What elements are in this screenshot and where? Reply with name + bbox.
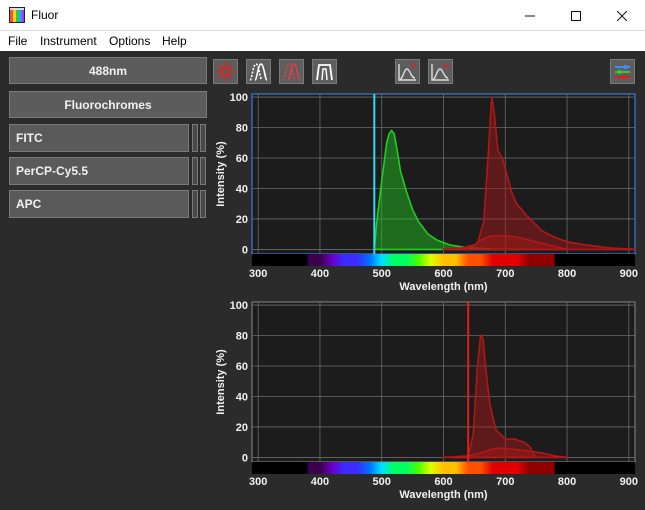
y-axis-label: Intensity (%) (215, 349, 227, 415)
close-button[interactable] (599, 0, 645, 31)
y-tick-label: 0 (242, 452, 248, 464)
x-tick-label: 700 (496, 268, 514, 280)
fitc-emission-toggle[interactable] (200, 124, 206, 152)
svg-text:+: + (410, 61, 416, 72)
remove-spectrum-button[interactable] (428, 59, 453, 84)
y-tick-label: 40 (236, 391, 248, 403)
x-tick-label: 600 (434, 476, 452, 488)
x-tick-label: 700 (496, 476, 514, 488)
menu-help[interactable]: Help (162, 34, 187, 48)
x-tick-label: 800 (558, 476, 576, 488)
fluorochromes-button[interactable]: Fluorochromes (9, 91, 207, 118)
fluorochrome-item-percp-cy55[interactable]: PerCP-Cy5.5 (9, 157, 189, 185)
laser-select-button[interactable]: 488nm (9, 57, 207, 84)
series-percp-area (442, 96, 636, 251)
title-bar: Fluor (0, 0, 645, 31)
filter-icon (316, 64, 333, 81)
series-apc-area (453, 333, 538, 459)
fitc-excitation-toggle[interactable] (192, 124, 198, 152)
y-axis-label: Intensity (%) (215, 141, 227, 207)
excitation-spectra-button[interactable] (246, 59, 271, 84)
fluorochrome-item-apc[interactable]: APC (9, 190, 189, 218)
maximize-button[interactable] (553, 0, 599, 31)
spectrum-chart-488nm[interactable]: 0 20 40 60 80 100 300 400 500 600 700 800 900 Wavelen… (210, 89, 640, 297)
settings-button[interactable] (610, 59, 635, 84)
y-tick-label: 60 (236, 361, 248, 373)
y-tick-label: 40 (236, 183, 248, 195)
y-tick-label: 20 (236, 214, 248, 226)
x-tick-label: 400 (311, 268, 329, 280)
emission-spectra-button[interactable] (279, 59, 304, 84)
y-tick-label: 100 (230, 92, 248, 104)
x-tick-label: 800 (558, 268, 576, 280)
fluorochrome-item-fitc[interactable]: FITC (9, 124, 189, 152)
x-tick-label: 600 (434, 268, 452, 280)
minimize-button[interactable] (507, 0, 553, 31)
x-axis-label: Wavelength (nm) (399, 489, 488, 501)
series-apc-area (442, 234, 570, 251)
y-tick-label: 20 (236, 422, 248, 434)
x-tick-label: 900 (620, 268, 638, 280)
spectrum-chart-640nm[interactable]: 0 20 40 60 80 100 300 400 500 600 700 800 900 Wavelen… (210, 297, 640, 505)
menu-instrument[interactable]: Instrument (40, 34, 97, 48)
maximize-icon (571, 10, 581, 21)
x-tick-label: 500 (373, 268, 391, 280)
y-tick-label: 80 (236, 123, 248, 135)
minimize-icon (525, 15, 535, 16)
y-tick-label: 60 (236, 153, 248, 165)
fluor-app-icon (9, 7, 25, 23)
series-percp-area (442, 447, 570, 459)
filter-button[interactable] (312, 59, 337, 84)
visible-spectrum-strip (307, 462, 555, 474)
visible-spectrum-strip (307, 254, 555, 266)
x-tick-label: 300 (249, 268, 267, 280)
add-spectrum-button[interactable]: + (395, 59, 420, 84)
menu-file[interactable]: File (8, 34, 28, 48)
x-tick-label: 900 (620, 476, 638, 488)
apc-emission-toggle[interactable] (200, 190, 206, 218)
menu-options[interactable]: Options (109, 34, 151, 48)
laser-icon (216, 62, 235, 81)
add-spectrum-icon: + (398, 61, 416, 81)
percp-excitation-toggle[interactable] (192, 157, 198, 185)
close-icon (617, 10, 627, 21)
menu-bar: File Instrument Options Help (0, 31, 645, 51)
emission-spectra-icon (282, 63, 301, 81)
y-tick-label: 80 (236, 331, 248, 343)
main-content: 488nm Fluorochromes FITC PerCP-Cy5.5 APC (0, 51, 645, 510)
percp-emission-toggle[interactable] (200, 157, 206, 185)
y-tick-label: 100 (230, 300, 248, 312)
window-title: Fluor (31, 8, 59, 22)
settings-icon (615, 65, 630, 79)
x-tick-label: 500 (373, 476, 391, 488)
x-tick-label: 300 (249, 476, 267, 488)
remove-spectrum-icon (431, 64, 449, 81)
laser-button[interactable] (213, 59, 238, 84)
x-axis-label: Wavelength (nm) (399, 281, 488, 293)
excitation-spectra-icon (249, 63, 268, 81)
y-tick-label: 0 (242, 244, 248, 256)
apc-excitation-toggle[interactable] (192, 190, 198, 218)
x-tick-label: 400 (311, 476, 329, 488)
